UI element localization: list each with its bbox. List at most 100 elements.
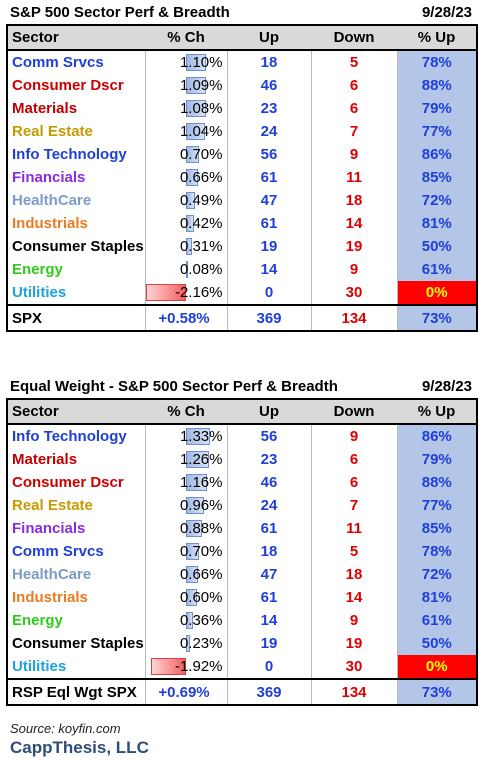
- up-count: 19: [227, 632, 312, 655]
- down-count: 18: [311, 563, 398, 586]
- pct-change-value: 1.09%: [179, 77, 223, 94]
- sector-name: Financials: [6, 166, 146, 189]
- change-bar: [186, 451, 210, 468]
- pct-change-value: 0.88%: [179, 520, 223, 537]
- header-up: Up: [227, 398, 311, 425]
- pct-up-value: 0%: [397, 281, 478, 306]
- change-bar: [186, 77, 207, 94]
- table-row: HealthCare 0.66% 47 18 72%: [6, 563, 478, 586]
- sector-name: Consumer Dscr: [6, 74, 146, 97]
- pct-change-cell: 1.33%: [145, 424, 228, 448]
- change-bar: [186, 428, 211, 445]
- pct-up-value: 72%: [397, 563, 478, 586]
- down-count: 6: [311, 448, 398, 471]
- table-row: Materials 1.26% 23 6 79%: [6, 448, 478, 471]
- pct-change-value: 0.31%: [179, 238, 223, 255]
- change-bar: [186, 520, 203, 537]
- up-count: 56: [227, 143, 312, 166]
- header-pct-change: % Ch: [145, 398, 227, 425]
- pct-change-cell: 0.49%: [145, 189, 228, 212]
- up-count: 14: [227, 258, 312, 281]
- pct-up-value: 88%: [397, 74, 478, 97]
- total-down: 134: [311, 678, 398, 706]
- pct-up-value: 50%: [397, 632, 478, 655]
- table2-date: 9/28/23: [421, 377, 472, 395]
- sector-name: Utilities: [6, 655, 146, 680]
- table-row: Comm Srvcs 0.70% 18 5 78%: [6, 540, 478, 563]
- pct-change-cell: -2.16%: [145, 281, 228, 306]
- table2-header-row: Sector % Ch Up Down % Up: [6, 398, 478, 425]
- pct-up-value: 78%: [397, 540, 478, 563]
- down-count: 30: [311, 655, 398, 680]
- total-pct-change: +0.58%: [145, 304, 228, 332]
- table1-header-row: Sector % Ch Up Down % Up: [6, 24, 478, 51]
- pct-change-cell: 0.88%: [145, 517, 228, 540]
- down-count: 9: [311, 609, 398, 632]
- change-bar: [186, 123, 206, 140]
- sector-name: HealthCare: [6, 189, 146, 212]
- up-count: 23: [227, 97, 312, 120]
- down-count: 6: [311, 74, 398, 97]
- sector-name: Consumer Staples: [6, 632, 146, 655]
- table-row: Consumer Dscr 1.09% 46 6 88%: [6, 74, 478, 97]
- table-row: Industrials 0.42% 61 14 81%: [6, 212, 478, 235]
- pct-up-value: 77%: [397, 120, 478, 143]
- pct-change-cell: 0.70%: [145, 540, 228, 563]
- pct-change-cell: 1.09%: [145, 74, 228, 97]
- sector-name: Info Technology: [6, 143, 146, 166]
- up-count: 14: [227, 609, 312, 632]
- table-row: Energy 0.08% 14 9 61%: [6, 258, 478, 281]
- total-row: SPX +0.58% 369 134 73%: [6, 304, 478, 332]
- pct-change-cell: 1.16%: [145, 471, 228, 494]
- pct-up-value: 79%: [397, 448, 478, 471]
- up-count: 56: [227, 424, 312, 448]
- table-row: Real Estate 1.04% 24 7 77%: [6, 120, 478, 143]
- sector-name: Comm Srvcs: [6, 50, 146, 74]
- pct-up-value: 86%: [397, 143, 478, 166]
- header-up: Up: [227, 24, 311, 51]
- total-label: RSP Eql Wgt SPX: [6, 678, 146, 706]
- total-down: 134: [311, 304, 398, 332]
- up-count: 46: [227, 74, 312, 97]
- up-count: 18: [227, 50, 312, 74]
- pct-up-value: 79%: [397, 97, 478, 120]
- pct-up-value: 88%: [397, 471, 478, 494]
- down-count: 9: [311, 258, 398, 281]
- pct-change-value: 0.60%: [179, 589, 223, 606]
- pct-change-value: 0.66%: [179, 169, 223, 186]
- change-bar: [186, 169, 199, 186]
- header-pct-up: % Up: [397, 398, 478, 425]
- up-count: 61: [227, 517, 312, 540]
- brand-label: CappThesis, LLC: [10, 738, 149, 757]
- change-bar: [186, 612, 193, 629]
- change-bar: [186, 238, 192, 255]
- table2-title-row: Equal Weight - S&P 500 Sector Perf & Bre…: [6, 374, 476, 398]
- total-pct-up: 73%: [397, 304, 478, 332]
- total-up: 369: [227, 678, 312, 706]
- table1-date: 9/28/23: [421, 3, 472, 21]
- table-row: Consumer Staples 0.23% 19 19 50%: [6, 632, 478, 655]
- pct-change-cell: 0.36%: [145, 609, 228, 632]
- pct-change-value: 1.04%: [179, 123, 223, 140]
- down-count: 9: [311, 424, 398, 448]
- up-count: 47: [227, 189, 312, 212]
- up-count: 0: [227, 655, 312, 680]
- down-count: 19: [311, 632, 398, 655]
- pct-up-value: 86%: [397, 424, 478, 448]
- sector-name: Real Estate: [6, 120, 146, 143]
- header-pct-change: % Ch: [145, 24, 227, 51]
- table1-title-row: S&P 500 Sector Perf & Breadth 9/28/23: [6, 0, 476, 24]
- pct-change-cell: 0.66%: [145, 563, 228, 586]
- down-count: 18: [311, 189, 398, 212]
- pct-up-value: 85%: [397, 517, 478, 540]
- sector-name: Financials: [6, 517, 146, 540]
- down-count: 11: [311, 166, 398, 189]
- pct-change-value: -1.92%: [174, 658, 223, 675]
- up-count: 61: [227, 166, 312, 189]
- total-up: 369: [227, 304, 312, 332]
- pct-change-cell: 0.23%: [145, 632, 228, 655]
- pct-change-cell: 1.26%: [145, 448, 228, 471]
- change-bar: [186, 497, 204, 514]
- down-count: 6: [311, 97, 398, 120]
- down-count: 14: [311, 586, 398, 609]
